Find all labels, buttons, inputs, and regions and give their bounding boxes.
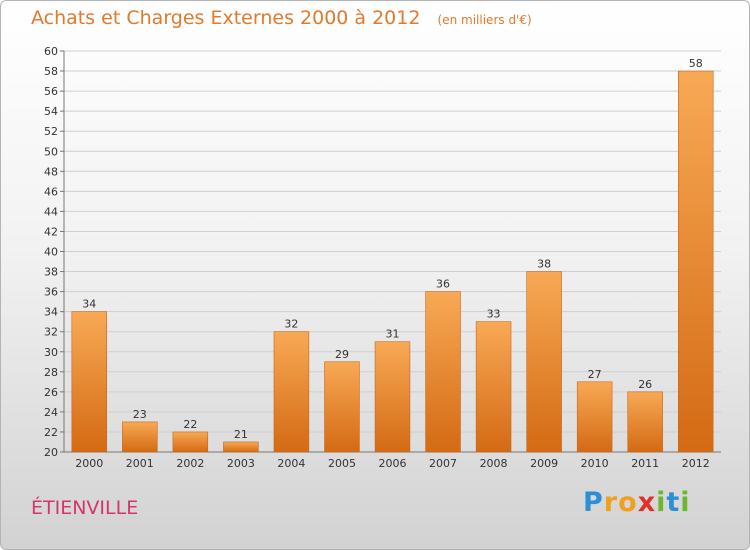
y-tick-label: 34 <box>44 306 58 319</box>
data-label: 22 <box>183 418 197 431</box>
data-label: 29 <box>335 348 349 361</box>
y-tick-label: 60 <box>44 45 58 58</box>
x-tick-label: 2006 <box>379 457 407 470</box>
data-label: 33 <box>487 308 501 321</box>
y-tick-label: 22 <box>44 426 58 439</box>
y-tick-label: 40 <box>44 246 58 259</box>
y-tick-label: 24 <box>44 406 58 419</box>
bar <box>71 311 108 453</box>
data-label: 58 <box>689 57 703 70</box>
data-label: 21 <box>234 428 248 441</box>
y-tick-label: 58 <box>44 65 58 78</box>
data-label: 27 <box>588 368 602 381</box>
bar <box>223 441 259 453</box>
data-label: 34 <box>82 298 96 311</box>
logo-letter: i <box>656 487 667 518</box>
y-tick-label: 54 <box>44 105 58 118</box>
x-tick-label: 2000 <box>75 457 103 470</box>
x-tick-label: 2001 <box>126 457 154 470</box>
chart-unit-label: (en milliers d'€) <box>437 13 532 27</box>
logo-letter: r <box>603 487 619 518</box>
bar <box>172 431 209 453</box>
y-tick-label: 50 <box>44 145 58 158</box>
data-label: 31 <box>386 328 400 341</box>
data-label: 38 <box>537 258 551 271</box>
bar <box>677 70 714 453</box>
y-tick-label: 42 <box>44 225 58 238</box>
data-label: 32 <box>284 318 298 331</box>
logo-letter: P <box>583 487 604 518</box>
logo-letter: x <box>637 487 657 518</box>
bar <box>324 361 360 453</box>
bar <box>425 291 461 453</box>
commune-name: ÉTIENVILLE <box>31 497 139 519</box>
bar <box>374 341 411 453</box>
y-tick-label: 46 <box>44 185 58 198</box>
x-tick-label: 2003 <box>227 457 255 470</box>
bar <box>526 271 562 453</box>
bar <box>576 381 613 453</box>
bar <box>273 331 310 453</box>
x-tick-label: 2005 <box>328 457 356 470</box>
chart-title: Achats et Charges Externes 2000 à 2012 <box>31 7 421 29</box>
bar <box>475 321 512 453</box>
bar <box>627 391 663 453</box>
logo-letter: o <box>618 487 638 518</box>
title-line: Achats et Charges Externes 2000 à 2012 (… <box>31 7 532 29</box>
y-tick-label: 20 <box>44 446 58 459</box>
bars <box>71 70 714 453</box>
x-tick-label: 2012 <box>682 457 710 470</box>
x-tick-label: 2007 <box>429 457 457 470</box>
y-tick-label: 26 <box>44 386 58 399</box>
data-label: 23 <box>133 408 147 421</box>
data-label: 26 <box>638 378 652 391</box>
y-tick-label: 38 <box>44 266 58 279</box>
y-tick-label: 36 <box>44 286 58 299</box>
labels: 20 22 24 26 28 30 32 34 36 38 40 42 44 46 48 50 52 54 56 58… <box>44 45 710 470</box>
y-tick-label: 56 <box>44 85 58 98</box>
y-tick-label: 48 <box>44 165 58 178</box>
x-tick-label: 2008 <box>480 457 508 470</box>
proxiti-logo: Proxiti <box>583 487 691 518</box>
x-tick-label: 2010 <box>581 457 609 470</box>
y-tick-label: 32 <box>44 326 58 339</box>
y-tick-label: 44 <box>44 205 58 218</box>
bar <box>122 421 158 453</box>
logo-letter: i <box>680 487 691 518</box>
x-tick-label: 2002 <box>176 457 204 470</box>
y-tick-label: 52 <box>44 125 58 138</box>
y-tick-label: 28 <box>44 366 58 379</box>
logo-letter: t <box>666 487 681 518</box>
x-tick-label: 2011 <box>631 457 659 470</box>
x-tick-label: 2004 <box>277 457 305 470</box>
y-tick-label: 30 <box>44 346 58 359</box>
x-tick-label: 2009 <box>530 457 558 470</box>
data-label: 36 <box>436 278 450 291</box>
